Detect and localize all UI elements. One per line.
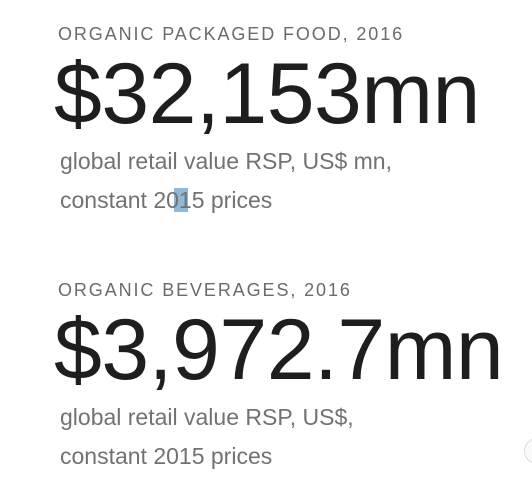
stat-description: global retail value RSP, US$ mn, constan… bbox=[60, 142, 392, 220]
description-line: global retail value RSP, US$ mn, bbox=[60, 148, 392, 174]
description-line: constant 2015 prices bbox=[60, 443, 273, 469]
stat-label: ORGANIC PACKAGED FOOD, 2016 bbox=[58, 24, 405, 44]
stat-label: ORGANIC BEVERAGES, 2016 bbox=[58, 280, 352, 300]
description-line: global retail value RSP, US$, bbox=[60, 404, 354, 430]
stat-description: global retail value RSP, US$, constant 2… bbox=[60, 398, 354, 476]
stat-value: $3,972.7mn bbox=[54, 302, 504, 398]
stat-block: ORGANIC PACKAGED FOOD, 2016 $32,153mn gl… bbox=[0, 0, 532, 245]
description-line: constant 2015 prices bbox=[60, 187, 273, 213]
stat-block: ORGANIC BEVERAGES, 2016 $3,972.7mn globa… bbox=[0, 256, 532, 501]
selection-highlight bbox=[174, 188, 188, 212]
page: ORGANIC PACKAGED FOOD, 2016 $32,153mn gl… bbox=[0, 0, 532, 469]
stat-value: $32,153mn bbox=[54, 46, 480, 142]
